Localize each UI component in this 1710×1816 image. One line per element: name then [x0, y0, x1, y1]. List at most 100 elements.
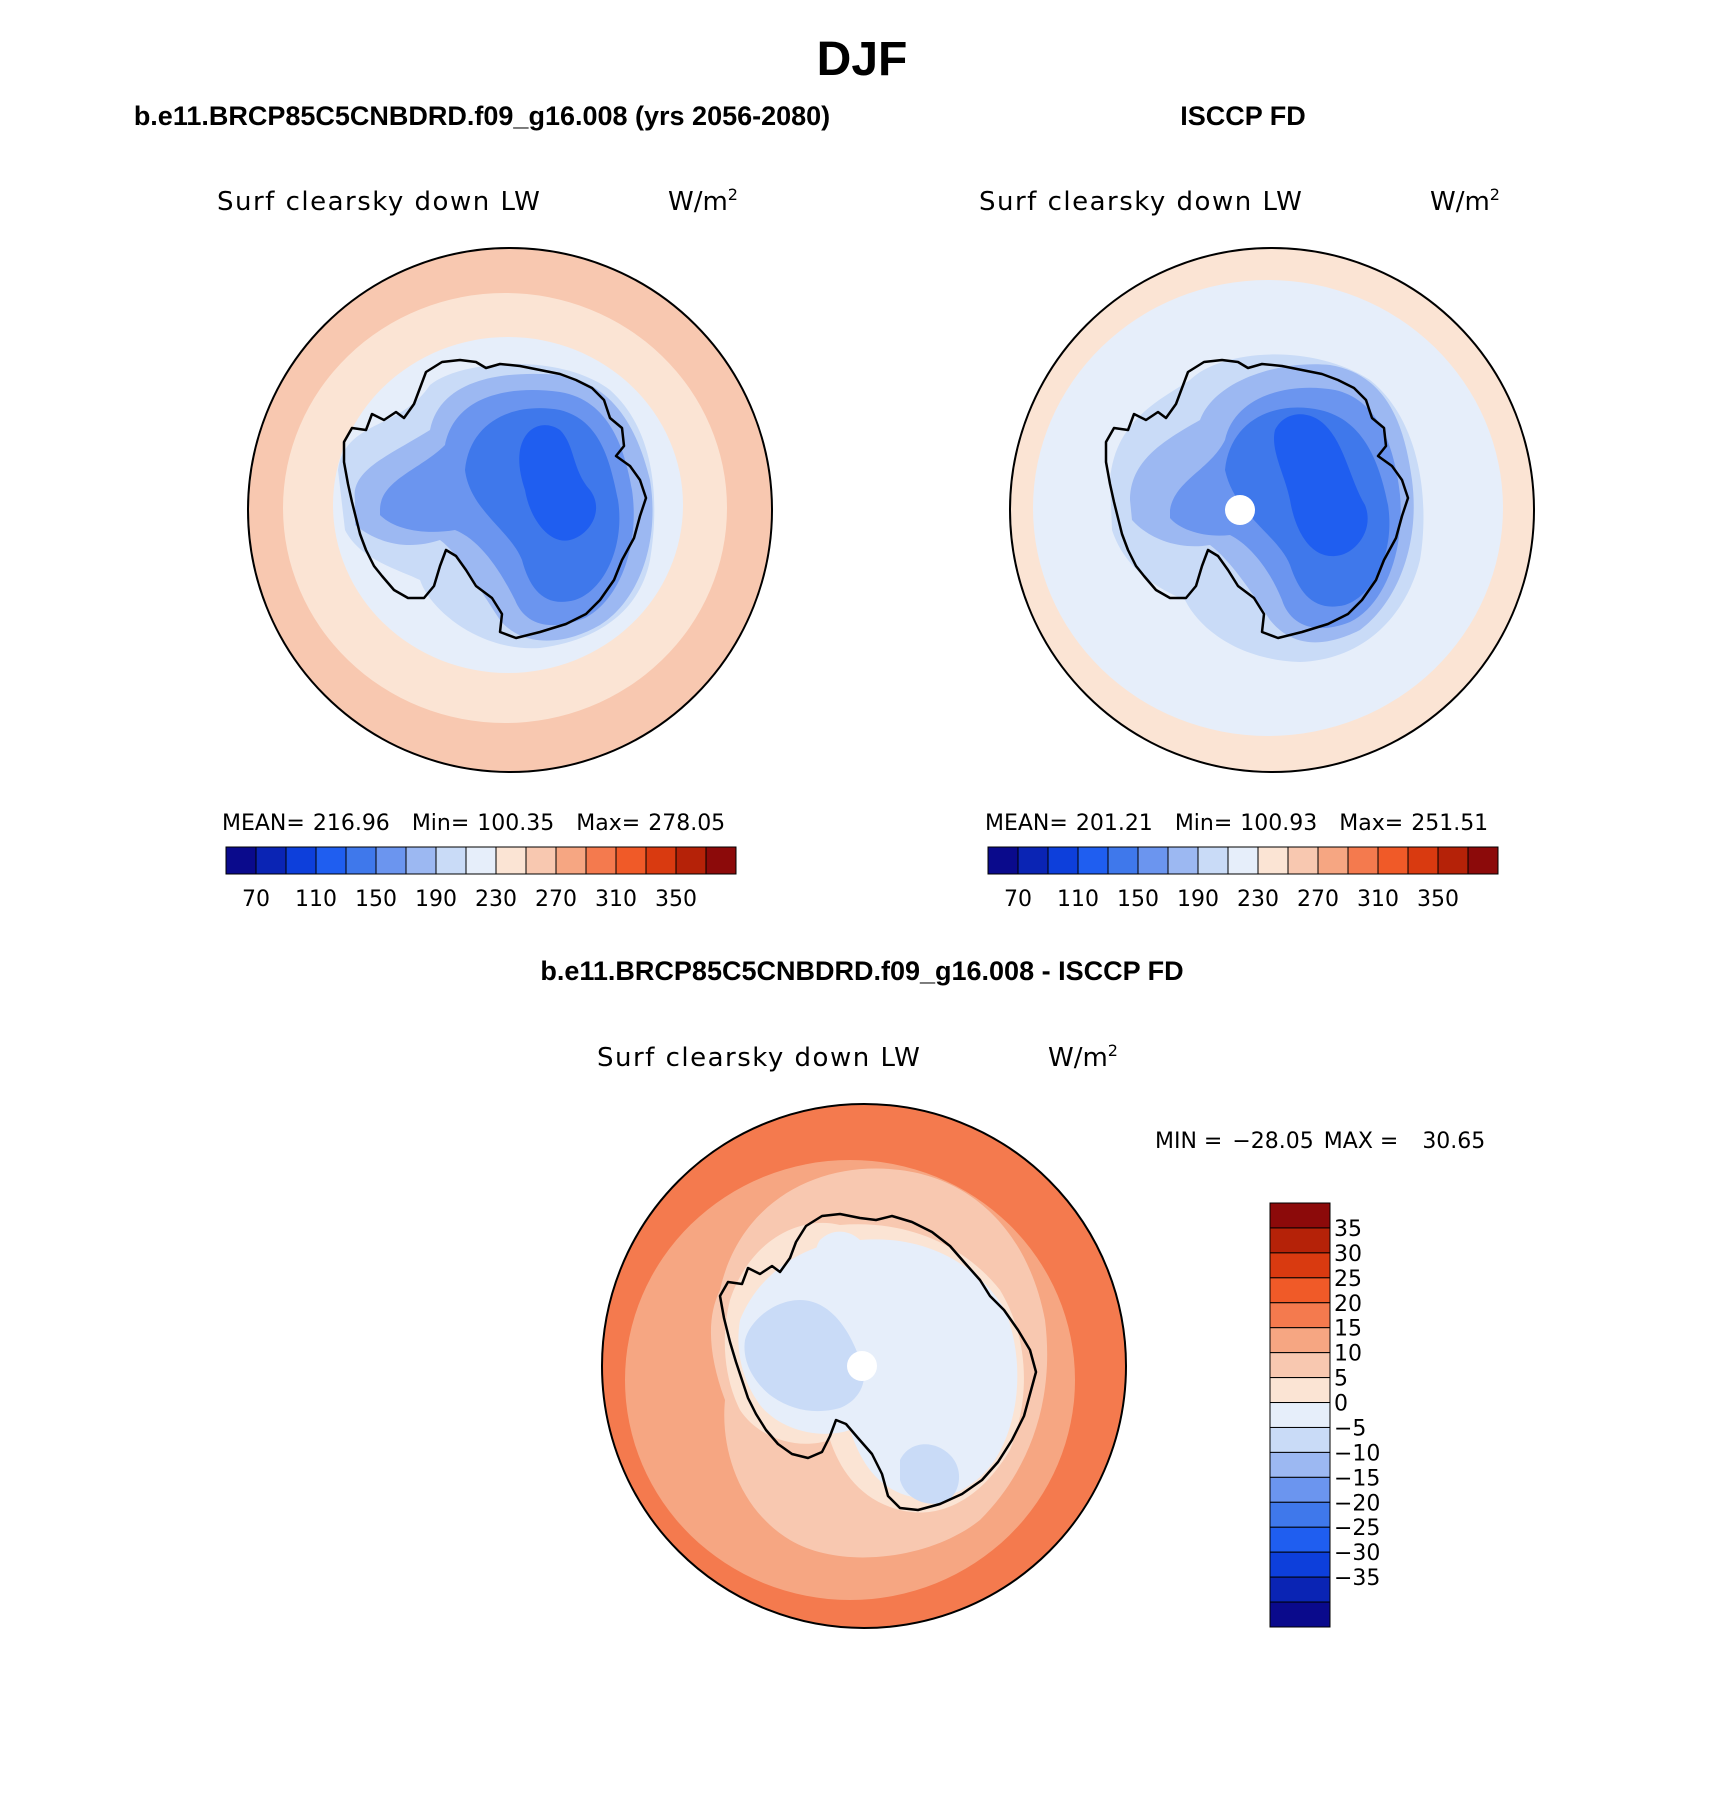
map-boundary: [247, 247, 773, 773]
antarctica-coastline: [718, 1212, 1038, 1512]
colorbar-box: [1077, 846, 1109, 875]
colorbar-box: [1437, 846, 1469, 875]
colorbar-tick-label: 35: [1334, 1217, 1362, 1242]
map-fill: [602, 1104, 1126, 1628]
mean-value: 201.21: [1076, 811, 1153, 836]
colorbar-box: [1287, 846, 1319, 875]
max-label: Max=: [576, 811, 640, 836]
panel-model: b.e11.BRCP85C5CNBDRD.f09_g16.008 (yrs 20…: [134, 101, 830, 912]
colorbar-box: [1227, 846, 1259, 875]
colorbar: 70 110 150 190 230 270 310 350: [987, 846, 1499, 912]
pole-gap: [847, 1351, 877, 1381]
ring-ice-dome: [519, 425, 597, 541]
max-value: 30.65: [1422, 1129, 1485, 1154]
mean-label: MEAN=: [985, 811, 1068, 836]
colorbar-box: [1197, 846, 1229, 875]
colorbar-tick-label: −25: [1334, 1516, 1380, 1541]
colorbar-tick-label: 270: [1297, 887, 1339, 912]
map-boundary: [601, 1103, 1127, 1629]
colorbar-tick-label: 150: [355, 887, 397, 912]
antarctica-coastline: [342, 358, 648, 640]
colorbar-tick-label: 25: [1334, 1267, 1362, 1292]
colorbar-box: [1269, 1402, 1331, 1428]
colorbar-box: [1269, 1377, 1331, 1404]
colorbar-box: [1257, 846, 1289, 875]
min-value: 100.35: [477, 811, 554, 836]
colorbar-box: [1347, 846, 1379, 875]
map-fill: [1010, 248, 1534, 772]
ring-ice-dome: [1273, 414, 1368, 557]
colorbar-tick-label: −35: [1334, 1566, 1380, 1591]
colorbar-tick-label: 0: [1334, 1392, 1348, 1417]
colorbar-tick-label: 110: [295, 887, 337, 912]
colorbar-box: [345, 846, 377, 875]
colorbar-box: [1269, 1302, 1331, 1329]
colorbar-box: [1377, 846, 1409, 875]
pole-gap: [1225, 495, 1255, 525]
colorbar-box: [1269, 1576, 1331, 1603]
stats-line: MEAN= 201.21 Min= 100.93 Max= 251.51: [985, 811, 1488, 836]
colorbar-tick-label: 190: [1177, 887, 1219, 912]
panel-title: b.e11.BRCP85C5CNBDRD.f09_g16.008 - ISCCP…: [540, 956, 1183, 986]
colorbar-box: [465, 846, 497, 875]
colorbar-box: [1269, 1551, 1331, 1578]
variable-label: Surf clearsky down LW: [217, 187, 541, 217]
colorbar-box: [615, 846, 647, 875]
panel-observation: ISCCP FD Surf clearsky down LW W/m2 MEAN…: [979, 101, 1535, 912]
colorbar-tick-label: 230: [1237, 887, 1279, 912]
colorbar-tick-label: 70: [242, 887, 270, 912]
units-base: W/m: [1430, 187, 1490, 217]
colorbar-box: [1269, 1426, 1331, 1453]
colorbar-tick-label: 150: [1117, 887, 1159, 912]
colorbar-tick-label: 70: [1004, 887, 1032, 912]
map-fill: [248, 248, 772, 772]
units-base: W/m: [1048, 1043, 1108, 1073]
max-label: MAX =: [1324, 1129, 1399, 1154]
colorbar-tick-label: −20: [1334, 1491, 1380, 1516]
colorbar-tick-label: 110: [1057, 887, 1099, 912]
colorbar-box: [1269, 1601, 1331, 1628]
colorbar-box: [315, 846, 347, 875]
panel-difference: b.e11.BRCP85C5CNBDRD.f09_g16.008 - ISCCP…: [540, 956, 1485, 1629]
colorbar-box: [225, 846, 257, 875]
colorbar-box: [1269, 1501, 1331, 1528]
min-label: MIN =: [1155, 1129, 1222, 1154]
colorbar-box: [405, 846, 437, 875]
variable-label: Surf clearsky down LW: [979, 187, 1303, 217]
colorbar-box: [1137, 846, 1169, 875]
max-value: 278.05: [648, 811, 725, 836]
colorbar-tick-label: −30: [1334, 1541, 1380, 1566]
units-label: W/m2: [1430, 185, 1500, 217]
units-label: W/m2: [1048, 1041, 1118, 1073]
min-label: Min=: [1175, 811, 1232, 836]
colorbar-box: [1107, 846, 1139, 875]
mean-value: 216.96: [313, 811, 390, 836]
stats-line: MIN = −28.05 MAX = 30.65: [1155, 1129, 1485, 1154]
figure-title: DJF: [817, 33, 908, 86]
colorbar-tick-label: −15: [1334, 1466, 1380, 1491]
colorbar-box: [495, 846, 527, 875]
colorbar-box: [1269, 1327, 1331, 1354]
min-value: −28.05: [1232, 1129, 1313, 1154]
colorbar-box: [435, 846, 467, 875]
colorbar-box: [285, 846, 317, 875]
colorbar-box: [1317, 846, 1349, 875]
colorbar-tick-label: 10: [1334, 1342, 1362, 1367]
stats-line: MEAN= 216.96 Min= 100.35 Max= 278.05: [222, 811, 725, 836]
colorbar-box: [1047, 846, 1079, 875]
colorbar-tick-label: 230: [475, 887, 517, 912]
colorbar-box: [1407, 846, 1439, 875]
max-label: Max=: [1339, 811, 1403, 836]
colorbar-box: [555, 846, 587, 875]
colorbar-tick-label: −10: [1334, 1441, 1380, 1466]
colorbar-box: [1269, 1526, 1331, 1553]
colorbar-box: [1269, 1202, 1331, 1229]
min-value: 100.93: [1240, 811, 1317, 836]
variable-label: Surf clearsky down LW: [597, 1043, 921, 1073]
min-label: Min=: [412, 811, 469, 836]
colorbar-box: [1167, 846, 1199, 875]
colorbar-box: [675, 846, 707, 875]
panel-title: ISCCP FD: [1180, 101, 1306, 131]
mean-label: MEAN=: [222, 811, 305, 836]
